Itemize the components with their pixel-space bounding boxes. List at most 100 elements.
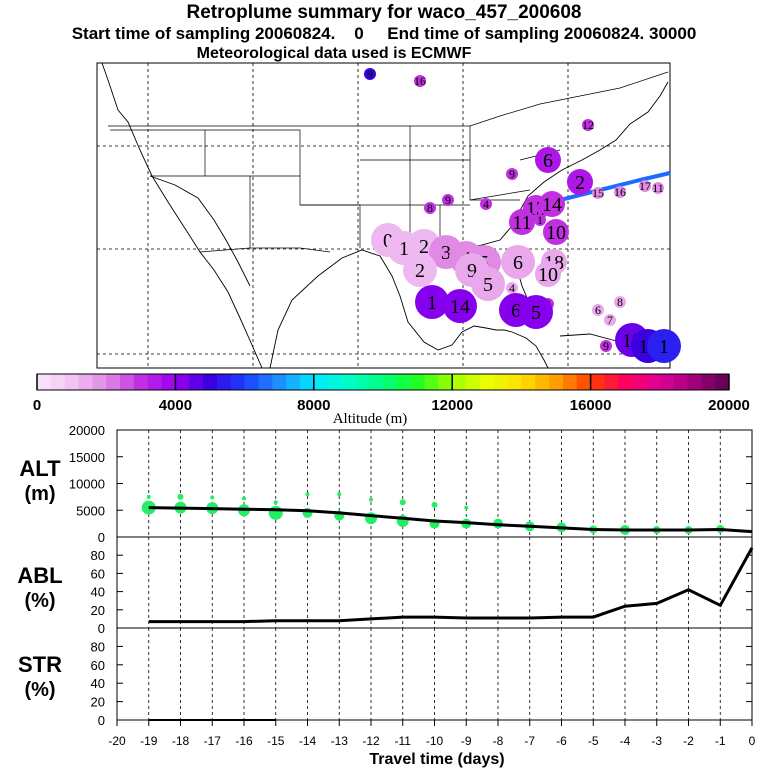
- colorbar-cell: [535, 374, 550, 390]
- colorbar-cell: [549, 374, 564, 390]
- map-marker: [509, 209, 535, 235]
- map-markers: 9161269215161711131411109841012345629541…: [364, 67, 681, 363]
- x-tick-label: -17: [204, 734, 222, 748]
- alt-cluster-point: [464, 505, 469, 510]
- map-marker-label: 14: [542, 194, 562, 216]
- x-tick-label: -2: [683, 734, 694, 748]
- alt-ylabel: ALT: [19, 456, 61, 481]
- colorbar-cell: [230, 374, 246, 390]
- colorbar-cell: [189, 374, 204, 390]
- x-tick-label: -5: [588, 734, 599, 748]
- colorbar-cell: [78, 374, 93, 390]
- colorbar-tick-label: 4000: [159, 397, 192, 414]
- colorbar-cell: [64, 374, 80, 390]
- alt-mean-line: [148, 506, 753, 534]
- alt-cluster-point: [337, 492, 342, 497]
- map-marker: [364, 68, 376, 80]
- map-marker: [614, 186, 626, 198]
- colorbar-cell: [133, 374, 149, 390]
- map-marker-label: 3: [441, 242, 451, 264]
- alt-y-tick-label: 0: [98, 530, 105, 545]
- map-marker-label: 2: [419, 236, 429, 258]
- map-marker: [639, 180, 651, 192]
- chart-subtitle: Start time of sampling 20060824. 0 End t…: [71, 24, 697, 43]
- colorbar-cell: [521, 374, 536, 390]
- colorbar-cell: [106, 374, 121, 390]
- map-marker-label: 9: [445, 193, 451, 207]
- map-marker-label: 4: [509, 281, 515, 295]
- alt-y-ticks: 0 5000 10000 15000 20000: [69, 423, 752, 545]
- str-ylabel: STR: [18, 652, 62, 677]
- x-tick-label: -3: [651, 734, 662, 748]
- colorbar-cell: [632, 374, 647, 390]
- map-marker: [647, 329, 681, 363]
- abl-ylabel-unit: (%): [24, 590, 55, 612]
- colorbar-cell: [120, 374, 135, 390]
- str-y-tick-label: 20: [91, 695, 105, 710]
- map-marker-label: 6: [513, 252, 523, 274]
- map-marker-label: 6: [543, 150, 553, 172]
- map-graticule: [97, 63, 670, 368]
- colorbar-cell: [507, 374, 522, 390]
- map-marker: [534, 214, 546, 226]
- x-tick-label: -4: [620, 734, 631, 748]
- colorbar-cell: [466, 374, 481, 390]
- altitude-colorbar: 0 4000 8000 12000 16000 20000 Altitude (m): [33, 373, 750, 427]
- alt-ylabel-unit: (m): [24, 483, 55, 505]
- map-marker: [600, 340, 612, 352]
- x-tick-label: -13: [331, 734, 349, 748]
- map-marker-label: 10: [546, 222, 566, 244]
- map-marker-label: 12: [582, 118, 594, 132]
- colorbar-cell: [452, 374, 467, 390]
- colorbar-cell: [673, 374, 688, 390]
- map-marker-label: 9: [467, 260, 477, 282]
- map-marker: [471, 267, 505, 301]
- map-marker: [567, 169, 593, 195]
- map-marker-label: 16: [614, 185, 626, 199]
- colorbar-tick-label: 16000: [570, 397, 612, 414]
- colorbar-cell: [438, 374, 453, 390]
- map-marker-label: 5: [531, 302, 541, 324]
- map-panel: 9161269215161711131411109841012345629541…: [96, 62, 681, 369]
- map-marker-label: 10: [538, 264, 558, 286]
- x-axis-label: Travel time (days): [369, 751, 504, 768]
- colorbar-cell: [203, 374, 218, 390]
- colorbar-cell: [355, 374, 370, 390]
- abl-y-tick-label: 60: [91, 566, 105, 581]
- str-y-ticks: 0 20 40 60 80: [91, 639, 752, 728]
- str-y-tick-label: 40: [91, 676, 105, 691]
- map-marker-label: 5: [483, 274, 493, 296]
- colorbar-cell: [161, 374, 176, 390]
- x-axis-ticks: -20 -19 -18 -17 -16 -15 -14 -13 -12 -11 -10 -9 -8 -7-…: [108, 720, 756, 748]
- alt-cluster-point: [273, 500, 278, 505]
- colorbar-cell: [479, 374, 495, 390]
- map-marker-label: 17: [639, 179, 651, 193]
- str-y-tick-label: 80: [91, 639, 105, 654]
- abl-y-tick-label: 80: [91, 548, 105, 563]
- map-marker-label: 16: [414, 74, 426, 88]
- map-marker-label: 11: [652, 181, 664, 195]
- x-tick-label: -10: [426, 734, 444, 748]
- colorbar-axis-label: Altitude (m): [333, 411, 408, 427]
- colorbar-cell: [50, 374, 66, 390]
- str-ylabel-unit: (%): [24, 679, 55, 701]
- colorbar-cell: [701, 374, 716, 390]
- str-panel: 0 20 40 60 80 STR (%): [18, 627, 753, 728]
- colorbar-cell: [659, 374, 675, 390]
- str-gridlines: [148, 628, 721, 720]
- alt-y-tick-label: 5000: [76, 503, 105, 518]
- x-tick-label: -18: [172, 734, 190, 748]
- alt-y-tick-label: 10000: [69, 477, 105, 492]
- map-marker-label: 7: [607, 313, 613, 327]
- colorbar-cell: [244, 374, 259, 390]
- map-marker-label: 1: [427, 292, 437, 314]
- map-marker-label: 15: [592, 186, 604, 200]
- map-marker-label: 6: [511, 300, 521, 322]
- str-y-tick-label: 60: [91, 658, 105, 673]
- map-marker-label: 1: [659, 336, 669, 358]
- colorbar-cell: [590, 374, 605, 390]
- map-marker-label: 11: [512, 212, 531, 234]
- x-tick-label: -15: [267, 734, 285, 748]
- map-marker: [424, 202, 436, 214]
